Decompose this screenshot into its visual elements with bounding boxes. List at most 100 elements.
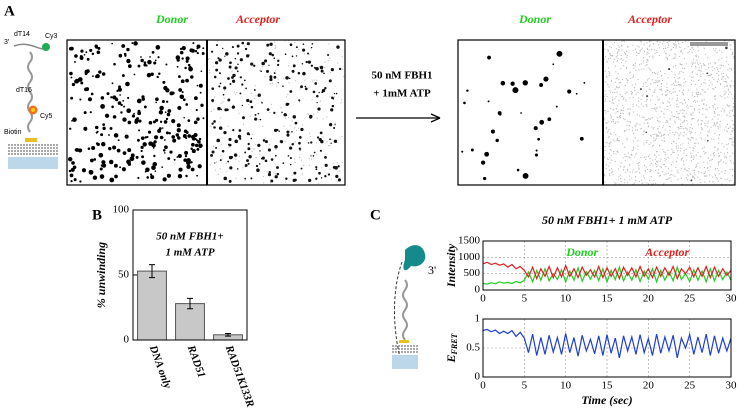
spot	[255, 164, 259, 168]
spot	[268, 171, 271, 174]
spot	[135, 155, 139, 159]
spot	[236, 168, 239, 170]
speckle	[686, 129, 688, 131]
image-label: Acceptor	[235, 12, 280, 26]
speckle	[731, 130, 733, 132]
speckle	[229, 68, 231, 70]
speckle	[620, 109, 622, 111]
speckle	[682, 52, 684, 54]
spot	[217, 57, 220, 60]
speckle	[703, 146, 705, 148]
spot	[470, 148, 474, 152]
spot	[143, 61, 147, 64]
speckle	[609, 100, 611, 102]
speckle	[702, 147, 704, 149]
speckle	[264, 76, 266, 78]
speckle	[611, 96, 614, 98]
c-schematic: 3'	[392, 245, 436, 369]
speckle	[645, 141, 648, 144]
speckle	[611, 80, 613, 82]
speckle	[673, 43, 675, 45]
spot	[257, 112, 260, 115]
speckle	[675, 45, 677, 47]
speckle	[712, 105, 715, 107]
speckle	[708, 180, 711, 183]
speckle	[654, 81, 656, 84]
speckle	[634, 89, 636, 92]
speckle	[730, 133, 732, 136]
spot	[220, 108, 223, 111]
speckle	[686, 169, 688, 172]
speckle	[671, 98, 673, 100]
speckle	[604, 95, 606, 97]
speckle	[701, 88, 703, 90]
speckle	[724, 172, 726, 174]
speckle	[637, 148, 639, 150]
speckle	[615, 121, 617, 123]
speckle	[663, 113, 665, 115]
speckle	[729, 155, 731, 157]
speckle	[700, 65, 702, 67]
speckle	[665, 57, 667, 59]
spot	[127, 96, 130, 100]
spot	[534, 153, 539, 157]
speckle	[677, 147, 679, 149]
spot	[276, 166, 279, 169]
speckle	[731, 69, 733, 71]
spot	[88, 169, 94, 175]
spot	[150, 175, 155, 180]
spot	[308, 178, 312, 183]
speckle	[667, 89, 669, 91]
speckle	[733, 129, 735, 131]
speckle	[295, 80, 297, 82]
speckle	[693, 49, 695, 51]
speckle	[730, 85, 732, 87]
speckle	[662, 101, 664, 103]
speckle	[629, 108, 632, 110]
speckle	[616, 55, 619, 57]
speckle	[614, 65, 616, 67]
speckle	[630, 154, 632, 156]
spot	[118, 85, 121, 89]
speckle	[690, 160, 693, 162]
spot	[321, 91, 324, 94]
speckle	[651, 79, 654, 81]
speckle	[694, 142, 696, 144]
speckle	[687, 107, 689, 109]
speckle	[707, 130, 709, 132]
speckle	[642, 57, 645, 59]
speckle	[692, 76, 694, 78]
speckle	[311, 99, 313, 101]
spot	[144, 170, 147, 173]
speckle	[691, 51, 693, 53]
spot	[583, 81, 586, 84]
spot	[152, 147, 155, 149]
speckle	[614, 91, 616, 94]
speckle	[675, 160, 678, 163]
speckle	[623, 97, 625, 99]
speckle	[260, 101, 263, 103]
speckle	[675, 81, 677, 83]
speckle	[721, 171, 723, 173]
speckle	[684, 102, 687, 104]
spot	[158, 72, 161, 76]
speckle	[713, 48, 715, 50]
speckle	[664, 52, 667, 55]
speckle	[663, 163, 665, 166]
speckle	[624, 53, 627, 55]
speckle	[614, 122, 616, 124]
speckle	[315, 142, 318, 144]
speckle	[693, 156, 695, 158]
spot	[153, 140, 157, 144]
speckle	[657, 160, 659, 162]
speckle	[710, 126, 712, 128]
speckle	[614, 160, 616, 163]
speckle	[329, 71, 332, 73]
speckle	[644, 119, 646, 121]
spot	[199, 91, 202, 94]
speckle	[317, 111, 319, 113]
spot	[224, 55, 226, 57]
spot	[232, 73, 236, 78]
speckle	[619, 165, 621, 168]
y-tick-label: 500	[464, 267, 481, 279]
